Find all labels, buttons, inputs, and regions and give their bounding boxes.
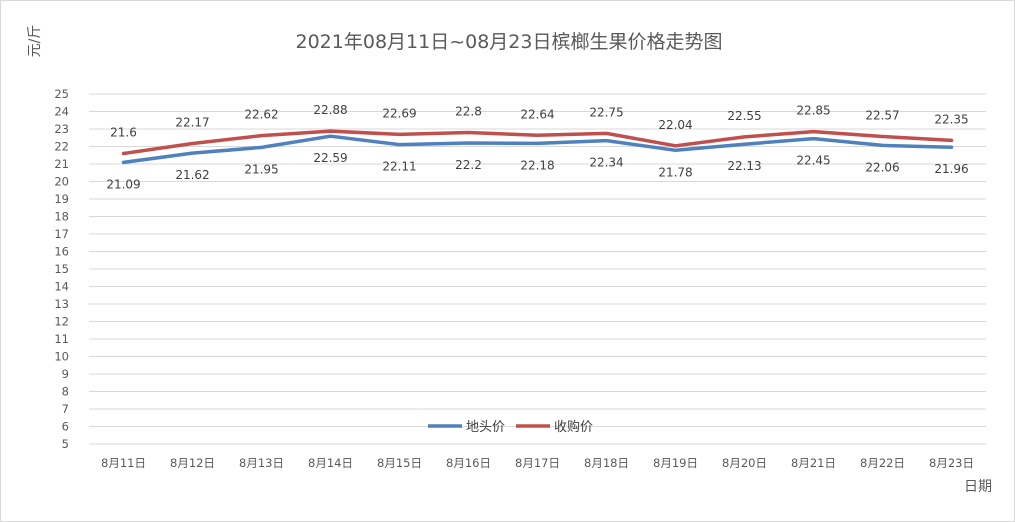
data-label: 21.95 (244, 162, 278, 176)
x-axis-title: 日期 (964, 479, 992, 495)
data-label: 22.11 (382, 160, 416, 174)
data-label: 22.04 (658, 118, 692, 132)
y-tick-label: 14 (54, 280, 69, 294)
data-label: 21.78 (658, 165, 692, 179)
x-tick-label: 8月15日 (377, 456, 422, 470)
x-tick-label: 8月14日 (308, 456, 353, 470)
y-tick-label: 12 (54, 315, 69, 329)
data-label: 22.06 (865, 160, 899, 174)
y-tick-label: 23 (54, 122, 69, 136)
data-label: 22.18 (520, 158, 554, 172)
y-tick-label: 21 (54, 157, 69, 171)
data-label: 22.62 (244, 108, 278, 122)
y-tick-label: 13 (54, 297, 69, 311)
data-label: 22.45 (796, 154, 830, 168)
x-tick-label: 8月22日 (860, 456, 905, 470)
data-label: 22.69 (382, 106, 416, 120)
x-tick-label: 8月17日 (515, 456, 560, 470)
x-tick-label: 8月19日 (653, 456, 698, 470)
series-line-0 (121, 134, 954, 165)
data-label: 22.64 (520, 107, 554, 121)
legend-label-1: 收购价 (554, 419, 593, 435)
data-labels: 21.09 21.62 21.95 22.59 22.11 22.2 22.18 22.34 2… (106, 103, 968, 191)
x-tick-label: 8月20日 (722, 456, 767, 470)
gridlines (89, 93, 986, 445)
x-tick-label: 8月23日 (929, 456, 974, 470)
data-label: 22.59 (313, 151, 347, 165)
data-label: 22.85 (796, 104, 830, 118)
y-tick-label: 5 (62, 437, 69, 451)
x-tick-label: 8月11日 (101, 456, 146, 470)
x-tick-label: 8月13日 (239, 456, 284, 470)
y-tick-label: 20 (54, 175, 69, 189)
legend-label-0: 地头价 (466, 420, 505, 435)
data-label: 22.13 (727, 159, 761, 173)
y-axis-title: 元/斤 (27, 25, 43, 58)
y-tick-label: 11 (54, 332, 69, 346)
x-tick-label: 8月21日 (791, 456, 836, 470)
data-label: 22.35 (934, 112, 968, 126)
data-label: 21.6 (110, 126, 137, 140)
y-tick-label: 25 (54, 87, 69, 101)
y-tick-label: 22 (54, 140, 69, 154)
data-label: 22.34 (589, 156, 623, 170)
y-tick-label: 15 (54, 262, 69, 276)
y-tick-label: 10 (54, 350, 69, 364)
y-tick-label: 19 (54, 192, 69, 206)
x-axis-ticks: 8月11日 8月12日 8月13日 8月14日 8月15日 8月16日 8月17日 8月18日… (101, 456, 974, 470)
y-tick-label: 17 (54, 227, 69, 241)
y-axis-ticks: 5 6 7 8 9 10 11 12 13 14 15 16 17 18 19 20 21 22 23 24 25 (54, 87, 69, 451)
chart-title: 2021年08月11日~08月23日槟榔生果价格走势图 (296, 31, 723, 53)
data-label: 21.96 (934, 162, 968, 176)
data-label: 22.55 (727, 109, 761, 123)
data-label: 22.17 (175, 116, 209, 130)
data-label: 22.75 (589, 105, 623, 119)
data-label: 22.8 (455, 105, 482, 119)
y-tick-label: 8 (62, 385, 69, 399)
data-label: 22.88 (313, 103, 347, 117)
y-tick-label: 16 (54, 245, 69, 259)
data-label: 21.62 (175, 168, 209, 182)
x-tick-label: 8月18日 (584, 456, 629, 470)
data-label: 21.09 (106, 177, 140, 191)
y-tick-label: 24 (54, 105, 69, 119)
series-lines (121, 129, 954, 165)
y-tick-label: 9 (62, 367, 69, 381)
y-tick-label: 18 (54, 210, 69, 224)
data-label: 22.57 (865, 109, 899, 123)
legend: 地头价 收购价 (428, 419, 593, 435)
data-label: 22.2 (455, 158, 482, 172)
x-tick-label: 8月16日 (446, 456, 491, 470)
y-tick-label: 6 (62, 420, 69, 434)
series-line-1 (121, 129, 954, 156)
y-tick-label: 7 (62, 402, 69, 416)
x-tick-label: 8月12日 (170, 456, 215, 470)
